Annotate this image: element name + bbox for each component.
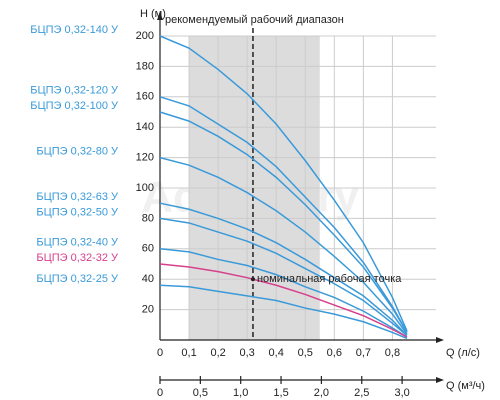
legend-label: БЦПЭ 0,32-80 У xyxy=(36,146,119,158)
curve xyxy=(159,156,408,335)
legend-label: БЦПЭ 0,32-40 У xyxy=(36,237,119,249)
x2-tick-label: 2,5 xyxy=(354,387,369,399)
x2-axis-arrow xyxy=(436,377,444,383)
x-tick-label: 0,5 xyxy=(298,347,313,359)
nominal-label: номинальная рабочая точка xyxy=(257,273,402,285)
legend-label: БЦПЭ 0,32-140 У xyxy=(30,24,119,36)
y-tick-label: 140 xyxy=(136,121,154,133)
x2-tick-label: 2,0 xyxy=(314,387,329,399)
y-axis-label: H (м) xyxy=(140,8,166,20)
y-tick-label: 200 xyxy=(136,30,154,42)
y-tick-label: 80 xyxy=(142,212,154,224)
y-tick-label: 60 xyxy=(142,243,154,255)
y-tick-label: 40 xyxy=(142,273,154,285)
curve xyxy=(159,217,408,337)
legend-label: БЦПЭ 0,32-100 У xyxy=(30,100,119,112)
x-tick-label: 0,7 xyxy=(356,347,371,359)
x-tick-label: 0,2 xyxy=(210,347,225,359)
recommended-label: рекомендуемый рабочий диапазон xyxy=(165,14,344,26)
x-tick-label: 0,4 xyxy=(269,347,284,359)
x2-axis-label: Q (м³/ч) xyxy=(446,380,485,392)
y-axis-arrow xyxy=(157,12,163,20)
x2-tick-label: 3,0 xyxy=(394,387,409,399)
x-tick-label: 0 xyxy=(157,347,163,359)
x2-tick-label: 1,0 xyxy=(233,387,248,399)
nominal-point xyxy=(250,277,255,282)
y-tick-label: 180 xyxy=(136,60,154,72)
curve xyxy=(159,284,408,340)
legend-label: БЦПЭ 0,32-63 У xyxy=(36,191,119,203)
legend-label: БЦПЭ 0,32-32 У xyxy=(36,252,119,264)
curve xyxy=(159,96,408,333)
curve xyxy=(159,111,408,333)
x2-tick-label: 0 xyxy=(157,387,163,399)
x2-tick-label: 1,5 xyxy=(273,387,288,399)
x-tick-label: 0,1 xyxy=(181,347,196,359)
x-axis-arrow xyxy=(436,337,444,343)
y-tick-label: 120 xyxy=(136,152,154,164)
y-tick-label: 20 xyxy=(142,304,154,316)
legend-label: БЦПЭ 0,32-50 У xyxy=(36,206,119,218)
x-tick-label: 0,6 xyxy=(327,347,342,359)
x-tick-label: 0,3 xyxy=(240,347,255,359)
curve xyxy=(159,202,408,336)
x2-tick-label: 0,5 xyxy=(193,387,208,399)
x-axis-label: Q (л/с) xyxy=(446,347,480,359)
y-tick-label: 160 xyxy=(136,91,154,103)
curve xyxy=(159,35,408,332)
legend-label: БЦПЭ 0,32-120 У xyxy=(30,85,119,97)
curve xyxy=(159,263,408,338)
y-tick-label: 100 xyxy=(136,182,154,194)
legend-label: БЦПЭ 0,32-25 У xyxy=(36,273,119,285)
x-tick-label: 0,8 xyxy=(385,347,400,359)
curve xyxy=(159,248,408,338)
